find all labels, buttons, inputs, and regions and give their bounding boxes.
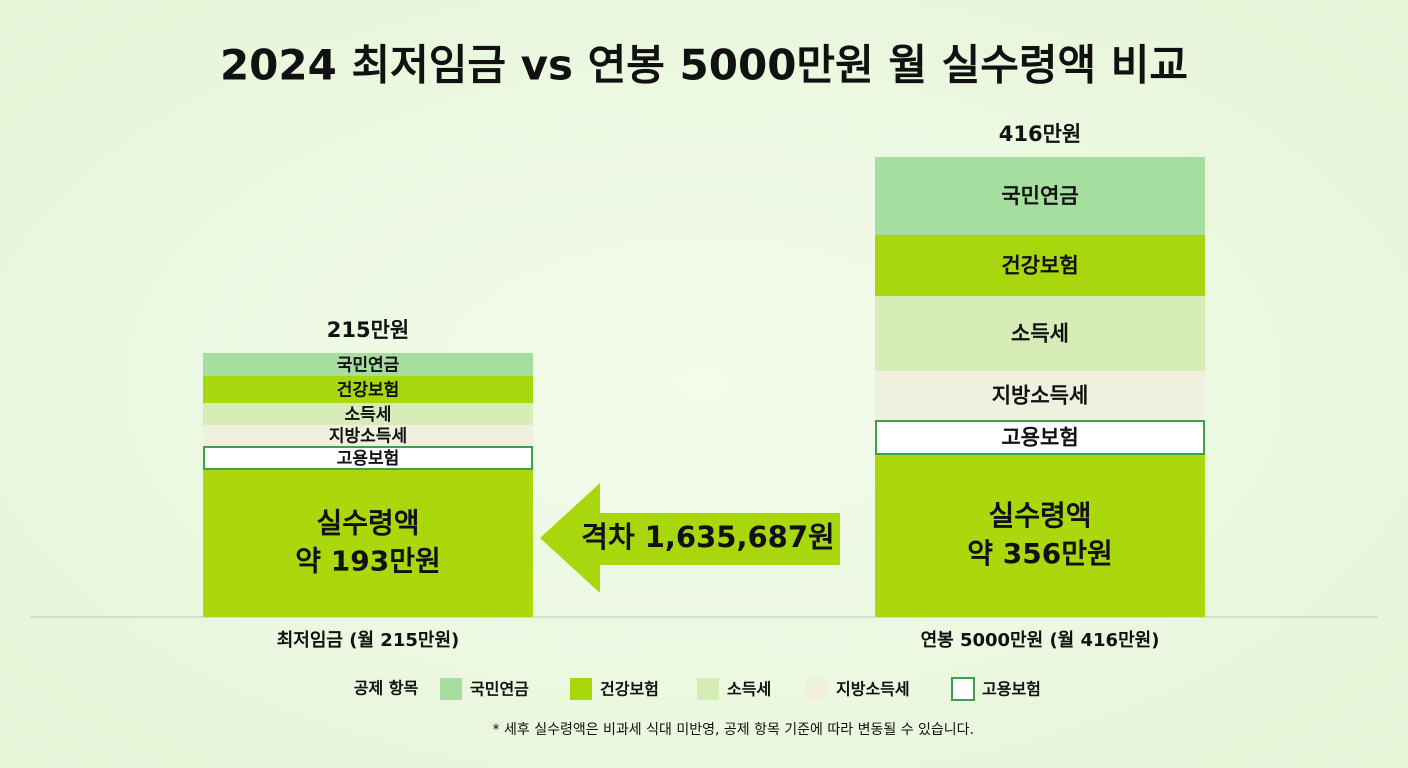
- segment: [203, 376, 533, 403]
- bar-caption: 연봉 5000만원 (월 416만원): [921, 630, 1160, 651]
- segment-label: 소득세: [1011, 322, 1069, 346]
- segment-label: 지방소득세: [992, 384, 1089, 408]
- segment-label: 건강보험: [337, 380, 400, 401]
- segment: [875, 296, 1205, 371]
- segment-label: 소득세: [345, 405, 392, 425]
- gap-arrow: [540, 483, 840, 593]
- segment-label: 국민연금: [337, 356, 400, 376]
- legend-swatch: [697, 678, 719, 700]
- legend-label: 국민연금: [470, 680, 529, 699]
- net-label: 약 193만원: [295, 545, 440, 578]
- segment-label: 국민연금: [1001, 184, 1078, 208]
- segment-label: 고용보험: [1001, 426, 1078, 450]
- gap-label: 격차 1,635,687원: [581, 520, 834, 554]
- legend-swatch: [806, 678, 828, 700]
- net-label: 약 356만원: [967, 537, 1112, 570]
- segment: [203, 353, 533, 376]
- segment: [875, 157, 1205, 235]
- segment: [875, 371, 1205, 420]
- net-segment: [203, 470, 533, 617]
- legend-title: 공제 항목: [354, 679, 419, 698]
- bar-total: 215만원: [327, 318, 409, 342]
- footnote: * 세후 실수령액은 비과세 식대 미반영, 공제 항목 기준에 따라 변동될 …: [493, 722, 974, 738]
- legend-swatch: [570, 678, 592, 700]
- legend-label: 건강보험: [600, 680, 659, 699]
- legend-label: 고용보험: [982, 680, 1041, 699]
- segment: [203, 425, 533, 446]
- bar-total: 416만원: [999, 122, 1081, 146]
- segment: [875, 420, 1205, 455]
- net-segment: [875, 455, 1205, 617]
- segment-label: 고용보험: [337, 448, 400, 469]
- legend-swatch: [951, 677, 975, 701]
- bar-caption: 최저임금 (월 215만원): [277, 630, 459, 651]
- legend-label: 소득세: [727, 680, 771, 699]
- segment: [203, 446, 533, 470]
- net-label: 실수령액: [316, 507, 419, 540]
- legend-swatch: [440, 678, 462, 700]
- segment: [875, 235, 1205, 296]
- segment: [203, 403, 533, 425]
- legend-label: 지방소득세: [836, 680, 910, 699]
- segment-label: 지방소득세: [329, 427, 407, 447]
- net-label: 실수령액: [988, 499, 1091, 532]
- segment-label: 건강보험: [1001, 254, 1078, 278]
- legend: 공제 항목 국민연금 건강보험 소득세 지방소득세 고용보험: [354, 677, 1041, 701]
- title: 2024 최저임금 vs 연봉 5000만원 월 실수령액 비교: [220, 41, 1188, 90]
